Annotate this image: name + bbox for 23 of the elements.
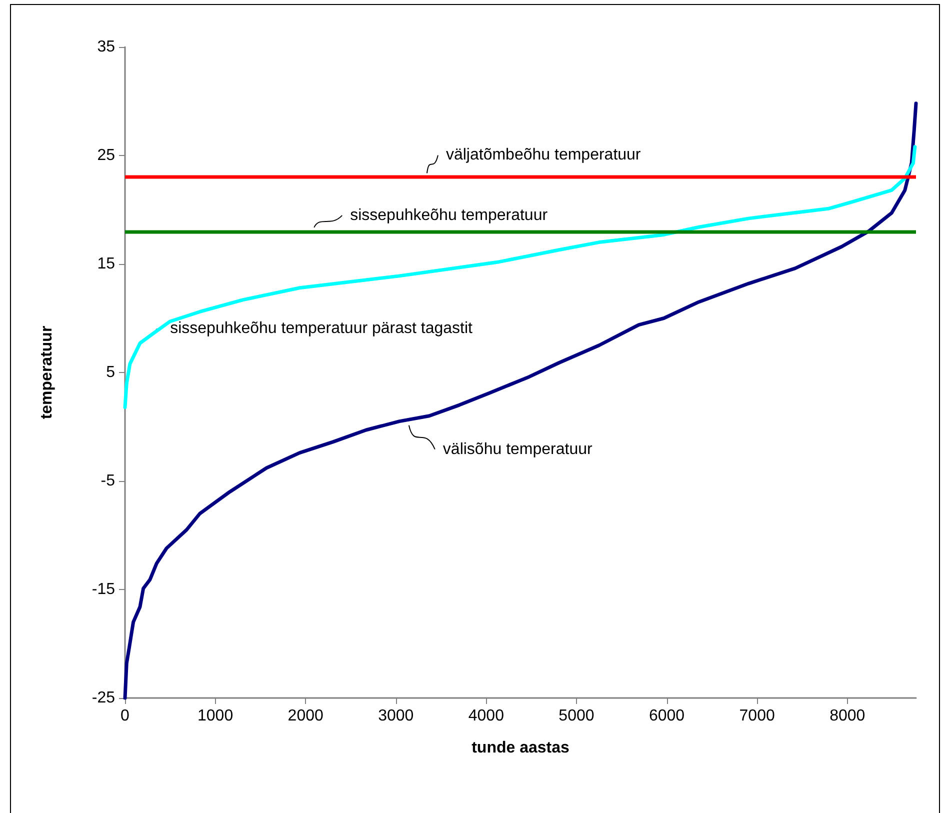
annotation: väljatõmbeõhu temperatuur [446,146,642,164]
x-tick-label: 8000 [830,708,866,724]
x-tick-label: 4000 [468,708,504,724]
line-series [123,145,917,409]
y-tick-label: 5 [106,364,116,381]
x-tick-label: 3000 [378,708,414,724]
x-tick-label: 2000 [288,708,324,724]
x-tick-label: 1000 [198,708,234,724]
y-tick-label: -25 [92,690,116,706]
y-tick-label: -5 [100,472,116,490]
annotation: sissepuhkeõhu temperatuur pärast tagastit [170,320,474,337]
y-tick-label: 15 [97,256,116,272]
x-axis-title: tunde aastas [472,740,570,756]
x-tick-label: 6000 [648,708,685,724]
x-tick-label: 7000 [739,708,775,724]
y-tick-label: -15 [92,581,116,598]
annotation: välisõhu temperatuur [442,440,594,458]
annotation: sissepuhkeõhu temperatuur [350,206,548,224]
x-tick-label: 5000 [558,708,594,724]
y-tick-label: 25 [97,147,116,164]
y-axis-title: temperatuur [38,326,56,420]
y-tick-label: 35 [97,38,116,56]
x-tick-label: 0 [120,708,130,724]
